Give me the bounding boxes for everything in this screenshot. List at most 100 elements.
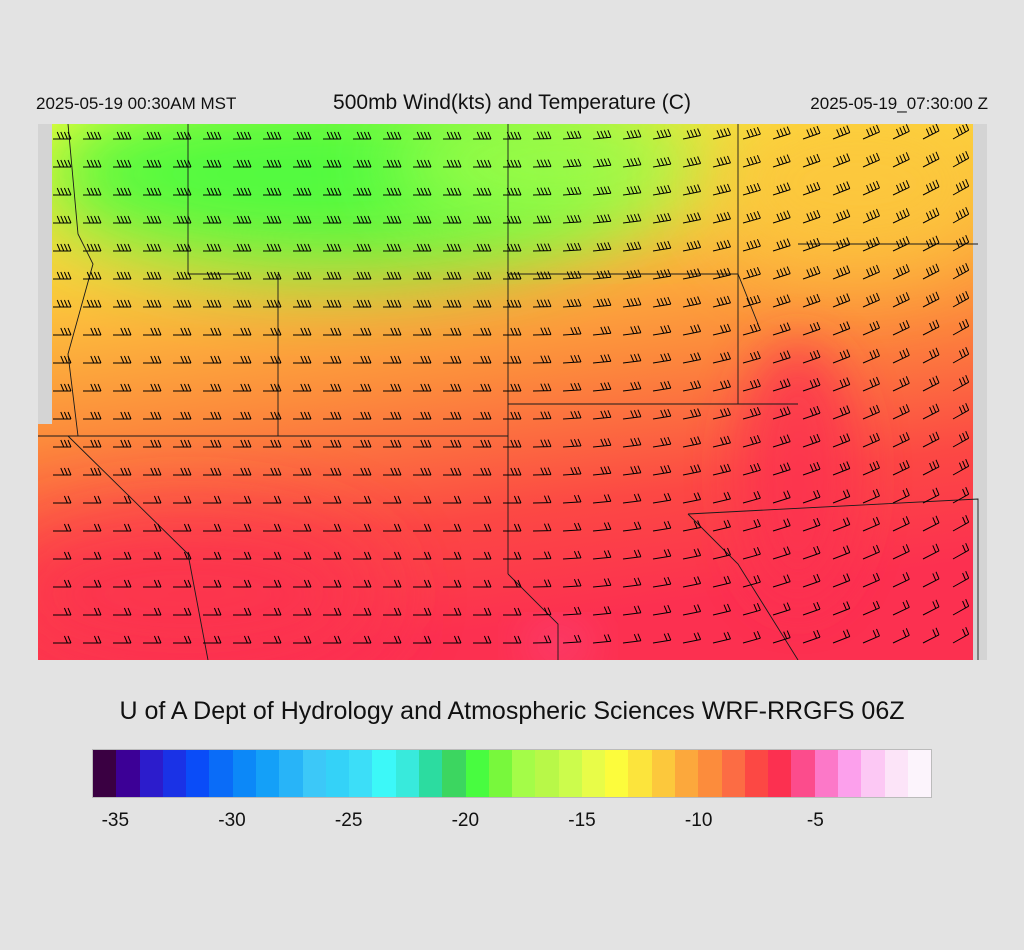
- wind-barb: [712, 295, 731, 308]
- wind-barb: [952, 459, 970, 476]
- wind-barb: [413, 495, 432, 504]
- wind-barb: [652, 268, 672, 280]
- wind-barb: [353, 607, 372, 616]
- wind-barb: [503, 579, 522, 588]
- wind-barb: [862, 600, 880, 616]
- wind-barb: [952, 543, 970, 560]
- wind-barb: [383, 243, 402, 252]
- wind-barb: [952, 403, 970, 420]
- wind-barb: [53, 215, 72, 224]
- wind-barb: [293, 159, 312, 168]
- wind-barb: [383, 579, 402, 588]
- wind-barb: [892, 376, 910, 392]
- wind-barb: [503, 243, 522, 252]
- wind-barb: [892, 236, 910, 252]
- wind-barb: [233, 467, 252, 476]
- wind-barb: [443, 243, 462, 252]
- wind-barb: [952, 179, 970, 196]
- wind-barb: [562, 158, 582, 168]
- colorbar-swatch: [628, 750, 652, 797]
- wind-barb: [113, 383, 132, 392]
- wind-barb: [203, 299, 222, 308]
- wind-barb: [562, 578, 582, 588]
- wind-barb: [802, 629, 821, 644]
- wind-barb: [113, 411, 132, 420]
- wind-barb: [862, 404, 880, 420]
- wind-barb: [682, 324, 702, 336]
- wind-barb: [443, 411, 462, 420]
- wind-barb: [622, 185, 642, 196]
- wind-barb: [83, 215, 102, 224]
- wind-barb: [622, 493, 642, 504]
- wind-barb: [173, 495, 192, 504]
- wind-barb: [682, 492, 702, 504]
- colorbar-tick-label: -30: [218, 810, 246, 831]
- wind-barb: [892, 124, 910, 140]
- wind-barb: [233, 495, 252, 504]
- wind-barb: [772, 126, 791, 140]
- wind-barb: [592, 158, 612, 168]
- colorbar-swatch: [232, 750, 256, 797]
- colorbar-swatch: [349, 750, 373, 797]
- wind-barb: [952, 599, 970, 616]
- wind-barb: [53, 523, 72, 532]
- wind-barb: [892, 208, 910, 224]
- wind-barb: [443, 439, 462, 448]
- wind-barb: [712, 351, 731, 364]
- wind-barb: [263, 355, 282, 364]
- wind-barb: [832, 517, 851, 532]
- wind-barb: [53, 159, 72, 168]
- wind-barb: [952, 124, 970, 140]
- wind-barb: [323, 523, 342, 532]
- wind-barb: [532, 215, 552, 224]
- wind-barb: [652, 128, 672, 140]
- wind-barb: [233, 355, 252, 364]
- wind-barb: [712, 547, 731, 560]
- wind-barb: [53, 187, 72, 196]
- wind-barb: [652, 212, 672, 224]
- wind-barb: [562, 354, 582, 364]
- wind-barb: [53, 355, 72, 364]
- wind-barb: [622, 605, 642, 616]
- wind-barb: [772, 322, 791, 336]
- wind-barb: [622, 269, 642, 280]
- wind-barb: [113, 355, 132, 364]
- wind-barb: [712, 127, 731, 140]
- wind-barb: [353, 299, 372, 308]
- wind-barb: [263, 187, 282, 196]
- wind-barb: [143, 523, 162, 532]
- wind-barb: [203, 523, 222, 532]
- wind-barb: [592, 606, 612, 616]
- wind-barb: [562, 410, 582, 420]
- colorbar-tick-label: -10: [684, 810, 713, 831]
- wind-barb: [383, 551, 402, 560]
- wind-barb: [293, 607, 312, 616]
- wind-barb: [143, 439, 162, 448]
- wind-barb: [922, 151, 940, 168]
- wind-barb: [922, 487, 940, 504]
- wind-barb: [323, 327, 342, 336]
- wind-barb: [622, 213, 642, 224]
- wind-barb: [682, 632, 702, 644]
- wind-barb: [802, 349, 821, 364]
- wind-barb: [952, 151, 970, 168]
- wind-barb: [742, 267, 761, 280]
- wind-barb: [922, 291, 940, 308]
- wind-barb: [562, 242, 582, 252]
- wind-barb: [562, 606, 582, 616]
- wind-barb: [173, 243, 192, 252]
- wind-barb: [143, 187, 162, 196]
- wind-barb: [143, 411, 162, 420]
- wind-barb: [592, 186, 612, 196]
- wind-barb: [592, 130, 612, 140]
- colorbar-swatch: [838, 750, 862, 797]
- wind-barb: [443, 495, 462, 504]
- wind-barb: [862, 292, 880, 308]
- wind-barb: [443, 215, 462, 224]
- wind-barb: [952, 291, 970, 308]
- wind-barb: [772, 378, 791, 392]
- wind-barb: [682, 268, 702, 280]
- wind-barb: [682, 408, 702, 420]
- wind-barb: [383, 383, 402, 392]
- wind-barb: [802, 601, 821, 616]
